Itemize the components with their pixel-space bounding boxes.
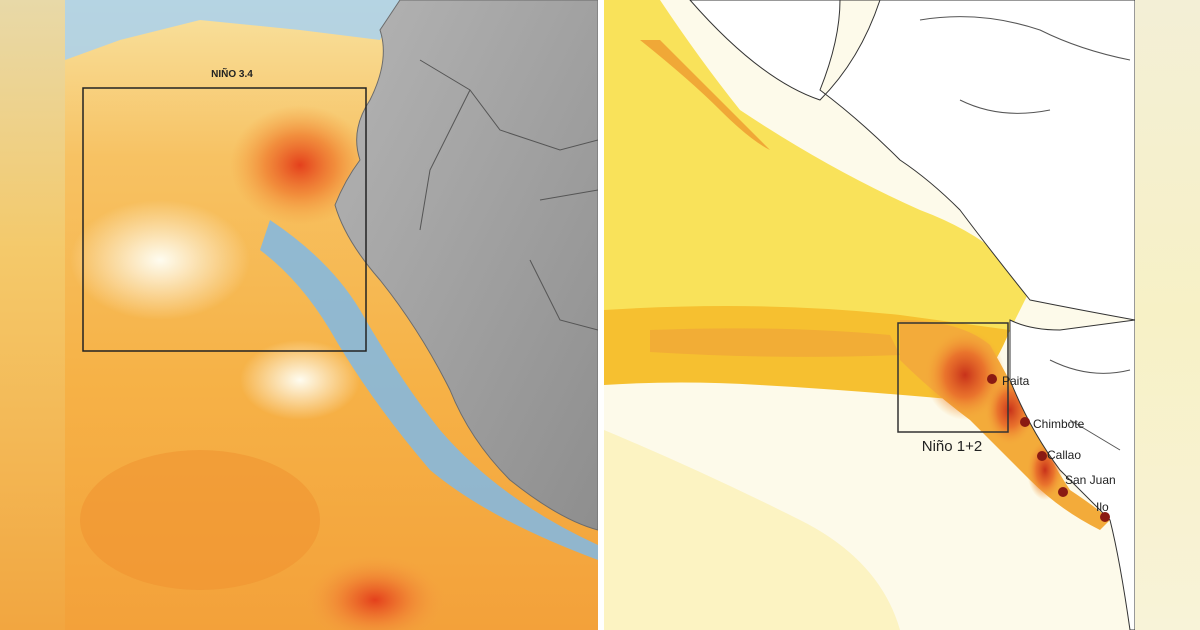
box-label: NIÑO 3.4 bbox=[211, 67, 253, 80]
warm-patch bbox=[650, 328, 900, 357]
city-label: Chimbote bbox=[1033, 417, 1085, 431]
hot-patch bbox=[925, 330, 1005, 420]
cool-patch bbox=[240, 340, 360, 420]
land bbox=[334, 0, 598, 531]
box-label: Niño 1+2 bbox=[922, 438, 982, 455]
borders bbox=[419, 59, 598, 331]
city-dot bbox=[1058, 487, 1068, 497]
land bbox=[689, 0, 1135, 321]
city-dot bbox=[1100, 512, 1110, 522]
city-dot bbox=[1037, 451, 1047, 461]
land bbox=[1009, 319, 1135, 630]
cool-water bbox=[65, 0, 400, 60]
cold-coastal-water bbox=[260, 220, 598, 560]
warm-patch bbox=[305, 555, 445, 630]
city-dot bbox=[987, 374, 997, 384]
city-label: San Juan bbox=[1065, 473, 1116, 487]
borders bbox=[919, 16, 1131, 451]
nino34-box bbox=[82, 87, 367, 352]
side-border bbox=[0, 0, 65, 630]
warm-patch bbox=[230, 105, 370, 225]
warm-patch bbox=[80, 450, 320, 590]
nino12-box bbox=[897, 322, 1009, 433]
cool-patch bbox=[70, 200, 250, 320]
city-label: Callao bbox=[1047, 448, 1081, 462]
warm-band bbox=[604, 430, 900, 630]
right-map: Niño 1+2 Paita Chimbote Callao San Juan … bbox=[604, 0, 1135, 630]
warm-patch bbox=[640, 40, 770, 150]
side-border bbox=[1135, 0, 1200, 630]
city-dot bbox=[1020, 417, 1030, 427]
city-label: Ilo bbox=[1096, 500, 1109, 514]
city-label: Paita bbox=[1002, 374, 1030, 388]
warm-band bbox=[604, 0, 1030, 330]
left-map: NIÑO 3.4 bbox=[65, 0, 598, 630]
